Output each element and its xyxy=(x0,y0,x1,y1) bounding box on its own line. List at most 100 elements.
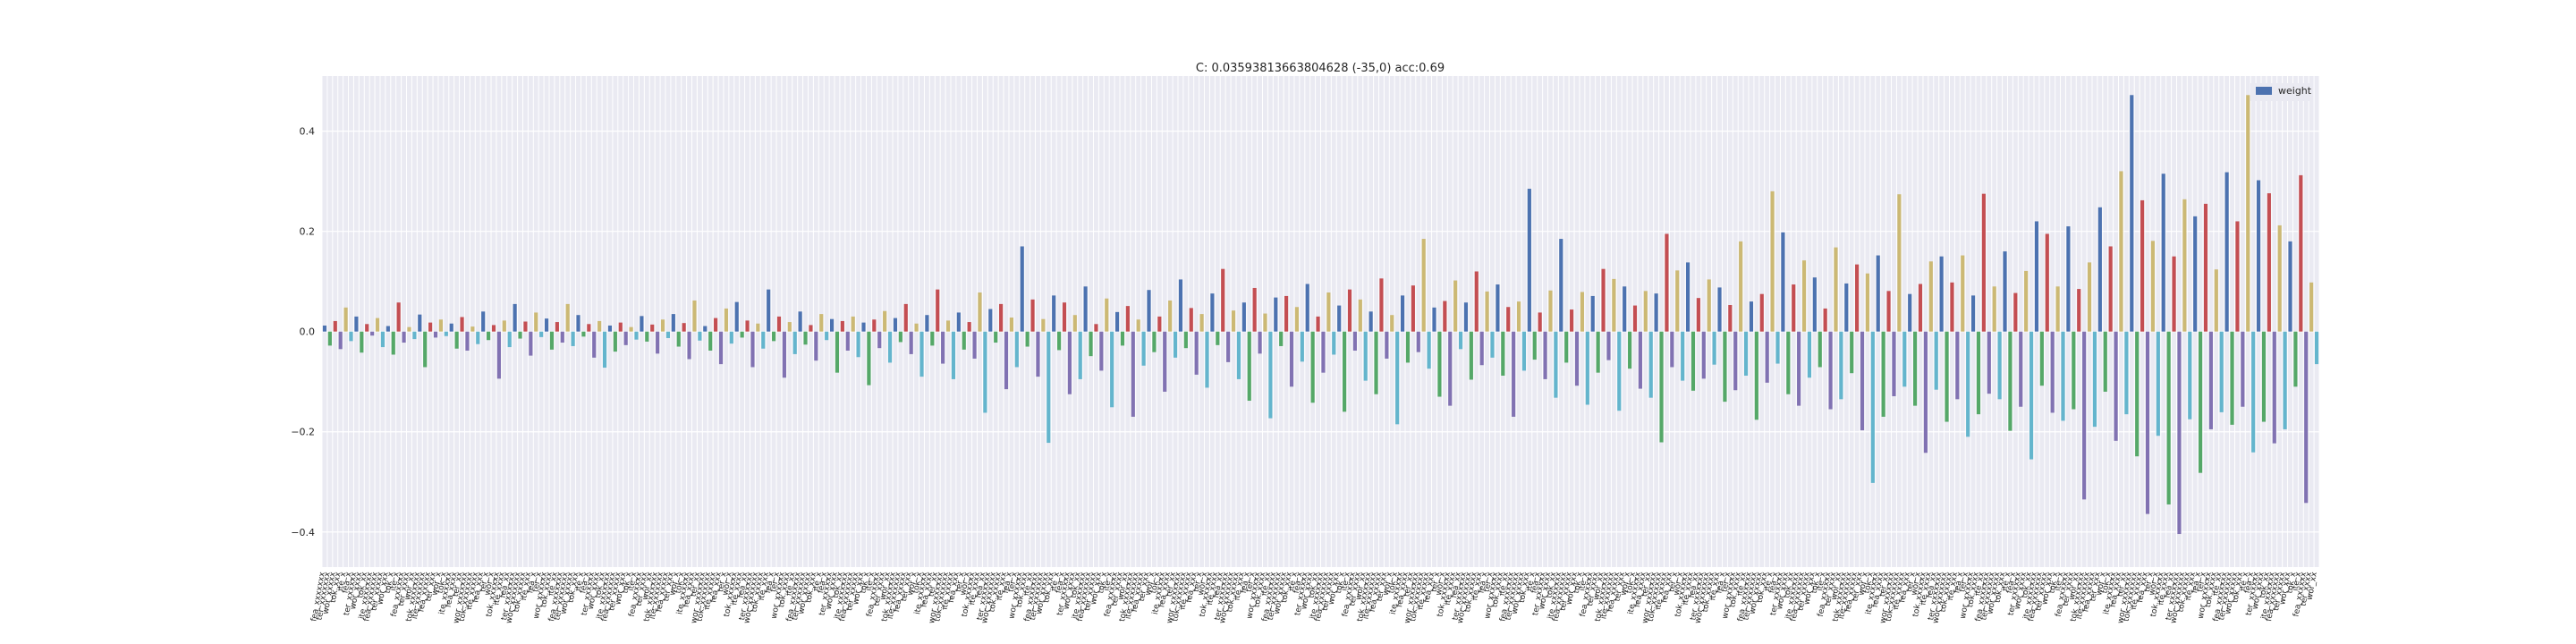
bar xyxy=(1125,306,1130,332)
bar xyxy=(1648,331,1653,398)
legend-label-weight: weight xyxy=(2278,85,2312,97)
x-tick-label: tok_x xyxy=(1625,571,1638,594)
bar xyxy=(1416,331,1420,352)
bar xyxy=(1052,295,1056,332)
bar xyxy=(2283,331,2287,429)
bar xyxy=(645,331,649,342)
bar xyxy=(1385,331,1389,359)
bar xyxy=(571,331,575,346)
x-tick-label: tok_x xyxy=(2101,571,2114,594)
y-tick-label: −0.4 xyxy=(291,527,315,538)
bar xyxy=(825,331,829,341)
bar xyxy=(909,331,913,354)
bar xyxy=(539,331,544,337)
bar xyxy=(1881,331,1885,417)
bar xyxy=(1918,284,1923,332)
bar xyxy=(1818,331,1822,368)
bar xyxy=(438,319,443,332)
bar xyxy=(1839,331,1843,400)
bar xyxy=(1707,279,1711,332)
x-tick-label: ter_x xyxy=(1721,571,1733,593)
bar xyxy=(1876,255,1880,332)
bar xyxy=(798,311,802,332)
bar xyxy=(676,331,681,347)
bar xyxy=(729,331,733,344)
x-tick-label: ite_xx xyxy=(547,571,560,597)
bar xyxy=(1923,331,1928,453)
bar xyxy=(1120,331,1125,346)
bar xyxy=(1316,316,1320,332)
bar xyxy=(1801,260,1807,332)
bar xyxy=(2214,269,2218,332)
x-tick-label: ite_xx xyxy=(1260,571,1274,597)
bar xyxy=(830,318,835,332)
bar xyxy=(887,331,893,363)
bar xyxy=(767,289,771,332)
bar xyxy=(2050,331,2055,413)
bar xyxy=(714,318,718,332)
bar xyxy=(772,331,776,342)
bar xyxy=(1020,246,1024,332)
bar xyxy=(2224,172,2229,332)
bar xyxy=(692,300,697,332)
bar xyxy=(1221,268,1225,332)
bar xyxy=(951,331,956,379)
bar xyxy=(402,331,406,343)
bar xyxy=(1453,280,1458,332)
bar xyxy=(2172,256,2176,332)
bar xyxy=(534,312,538,332)
x-tick-label: wor_x xyxy=(721,571,734,596)
bar xyxy=(1105,298,1109,332)
bar xyxy=(1168,300,1173,332)
bar xyxy=(945,320,951,332)
bar xyxy=(1305,284,1309,332)
x-tick-label: tok_x xyxy=(1810,571,1823,594)
bar xyxy=(1374,331,1378,394)
bar xyxy=(449,323,453,332)
bar xyxy=(545,318,549,332)
x-tick-label: ite_x xyxy=(865,571,877,591)
x-tick-label: ter_x xyxy=(716,571,729,593)
bar xyxy=(1046,331,1051,444)
bar xyxy=(724,308,728,332)
x-tick-label: ite_xx xyxy=(1973,571,1987,597)
bar xyxy=(1570,309,1574,332)
bar xyxy=(1681,331,1685,381)
x-tick-label: ter_x xyxy=(1430,571,1443,593)
bar xyxy=(698,331,702,341)
bar xyxy=(1448,331,1453,406)
x-tick-label: wor_x xyxy=(430,571,444,596)
bar xyxy=(1897,194,1902,332)
x-tick-label: wor_x xyxy=(1197,571,1210,596)
bar xyxy=(1966,331,1970,437)
bar xyxy=(1294,307,1299,332)
bar xyxy=(925,315,929,332)
bar xyxy=(1574,331,1580,386)
bar xyxy=(962,331,966,350)
bar xyxy=(2066,226,2071,332)
y-tick-label: −0.2 xyxy=(291,427,315,438)
x-tick-label: ite_x xyxy=(389,571,402,591)
bar xyxy=(587,324,591,332)
bar xyxy=(1770,191,1775,332)
bar xyxy=(1258,331,1262,354)
bar xyxy=(1183,331,1188,349)
bar xyxy=(1490,331,1495,358)
bar xyxy=(835,331,840,373)
bar xyxy=(660,319,665,332)
x-tick-label: tok_x xyxy=(1335,571,1347,594)
bar xyxy=(2029,331,2034,460)
bar xyxy=(1928,261,1933,332)
bar xyxy=(1538,312,1542,332)
bar xyxy=(555,322,559,332)
x-tick-label: ite_x xyxy=(627,571,640,591)
bar xyxy=(941,331,945,364)
bar xyxy=(1347,289,1352,332)
bar xyxy=(1443,301,1447,332)
bar xyxy=(1834,247,1838,332)
bar xyxy=(1411,285,1415,332)
bar xyxy=(2193,216,2198,332)
bar xyxy=(1205,331,1209,388)
y-tick-label: 0.0 xyxy=(300,326,316,338)
bar xyxy=(1670,331,1674,368)
